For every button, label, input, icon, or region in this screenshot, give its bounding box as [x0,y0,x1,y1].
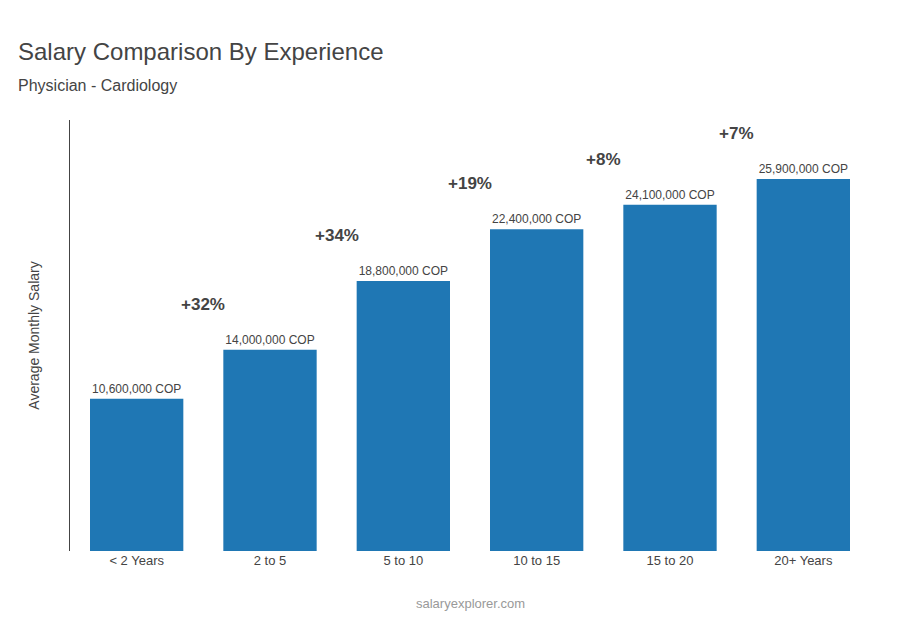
svg-text:15 to 20: 15 to 20 [647,553,694,568]
svg-text:< 2 Years: < 2 Years [109,553,164,568]
svg-text:+19%: +19% [448,174,492,193]
svg-text:+34%: +34% [315,226,359,245]
svg-text:Physician - Cardiology: Physician - Cardiology [18,77,177,94]
svg-text:+32%: +32% [181,295,225,314]
svg-text:Salary Comparison By Experienc: Salary Comparison By Experience [18,38,384,65]
svg-text:25,900,000 COP: 25,900,000 COP [759,162,848,176]
svg-text:Average Monthly Salary: Average Monthly Salary [26,261,42,409]
svg-text:22,400,000 COP: 22,400,000 COP [492,212,581,226]
svg-text:10,600,000 COP: 10,600,000 COP [92,382,181,396]
svg-text:+8%: +8% [586,150,621,169]
svg-text:10 to 15: 10 to 15 [513,553,560,568]
svg-text:20+ Years: 20+ Years [774,553,833,568]
svg-text:24,100,000 COP: 24,100,000 COP [625,188,714,202]
svg-text:5 to 10: 5 to 10 [383,553,423,568]
svg-text:14,000,000 COP: 14,000,000 COP [225,333,314,347]
svg-text:2 to 5: 2 to 5 [254,553,287,568]
svg-text:+7%: +7% [719,124,754,143]
svg-text:18,800,000 COP: 18,800,000 COP [359,264,448,278]
svg-text:salaryexplorer.com: salaryexplorer.com [416,596,525,611]
